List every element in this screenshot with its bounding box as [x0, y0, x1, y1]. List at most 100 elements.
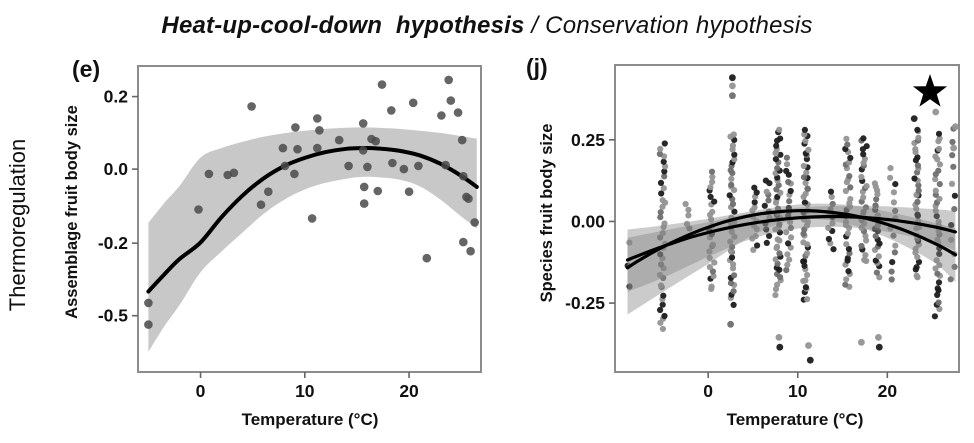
data-point	[785, 178, 792, 186]
data-point	[729, 82, 736, 90]
data-point	[844, 255, 851, 262]
data-point	[892, 207, 899, 214]
data-point	[892, 181, 899, 188]
data-point	[934, 291, 941, 299]
data-point	[706, 264, 714, 271]
title-heat-up-cool-down: Heat-up-cool-down hypothesis	[161, 12, 525, 39]
data-point	[315, 126, 324, 135]
data-point	[872, 233, 879, 240]
data-point	[875, 343, 883, 351]
data-point	[358, 146, 368, 155]
data-point	[144, 298, 153, 308]
data-point	[860, 151, 867, 158]
data-point	[935, 218, 942, 225]
data-point	[446, 96, 456, 105]
data-point	[708, 283, 715, 290]
data-point	[800, 239, 807, 246]
data-point	[706, 254, 713, 261]
data-point	[862, 232, 869, 240]
panel-e-plot	[144, 75, 480, 353]
data-point	[830, 246, 837, 253]
data-point	[408, 98, 418, 108]
x-tick-label: 10	[295, 381, 315, 401]
data-point	[731, 208, 738, 215]
data-point	[802, 284, 810, 291]
data-point	[657, 251, 664, 258]
data-point	[727, 238, 734, 245]
data-point	[784, 261, 791, 268]
data-point	[842, 187, 850, 195]
data-point	[399, 164, 409, 174]
y-tick-label: -0.2	[98, 233, 128, 253]
data-point	[204, 169, 214, 179]
data-point	[858, 242, 865, 250]
data-point	[709, 208, 716, 215]
data-point	[890, 199, 898, 206]
data-point	[783, 154, 791, 161]
y-tick-label: 0.0	[104, 159, 129, 179]
data-point	[772, 256, 779, 263]
data-point	[659, 325, 667, 332]
data-point	[730, 131, 737, 138]
panel-e-x-axis-title: Temperature (°C)	[241, 410, 379, 429]
data-point	[661, 140, 668, 147]
data-point	[444, 75, 454, 85]
data-point	[888, 268, 895, 275]
panel-e-axes: 0.2 0.0 -0.2 -0.5 0 10 20	[98, 87, 419, 401]
data-point	[842, 218, 850, 226]
data-point	[256, 200, 266, 209]
y-tick-label: 0.25	[571, 130, 605, 150]
data-point	[659, 229, 666, 236]
data-point	[948, 180, 956, 187]
data-point	[293, 144, 302, 154]
data-point	[453, 108, 463, 117]
data-point	[800, 174, 808, 181]
data-point	[662, 163, 669, 170]
data-point	[910, 115, 918, 122]
data-point	[876, 274, 883, 281]
data-point	[728, 254, 736, 261]
data-point	[933, 213, 940, 220]
data-point	[466, 246, 475, 256]
data-point	[334, 135, 344, 145]
data-point	[728, 228, 735, 235]
data-point	[786, 256, 793, 263]
data-point	[802, 179, 809, 186]
data-point	[827, 188, 835, 195]
data-point	[657, 214, 664, 221]
data-point	[843, 276, 850, 283]
data-point	[914, 211, 921, 218]
data-point	[875, 334, 882, 341]
data-point	[845, 245, 853, 253]
x-tick-label: 10	[788, 381, 808, 401]
data-point	[845, 268, 852, 275]
panel-j-axes: 0.25 0.00 -0.25 0 10 20	[565, 130, 897, 401]
data-point	[464, 194, 473, 203]
data-point	[950, 163, 957, 170]
data-point	[774, 236, 781, 243]
data-point	[842, 281, 849, 288]
data-point	[935, 130, 943, 137]
data-point	[934, 285, 941, 292]
data-point	[806, 356, 814, 364]
data-point	[144, 320, 153, 329]
data-point	[278, 143, 288, 153]
data-point	[656, 150, 664, 158]
data-point	[751, 204, 758, 211]
data-point	[729, 200, 737, 208]
data-point	[761, 202, 768, 209]
data-point	[890, 232, 897, 239]
data-point	[752, 233, 759, 240]
title-separator: /	[524, 12, 546, 39]
data-point	[657, 282, 665, 289]
data-point	[727, 320, 734, 328]
data-point	[858, 338, 865, 346]
data-point	[887, 174, 894, 181]
data-point	[728, 175, 735, 182]
x-tick-label: 20	[878, 381, 898, 401]
data-point	[931, 313, 939, 320]
data-point	[912, 245, 919, 252]
data-point	[359, 199, 369, 208]
data-point	[776, 126, 783, 133]
